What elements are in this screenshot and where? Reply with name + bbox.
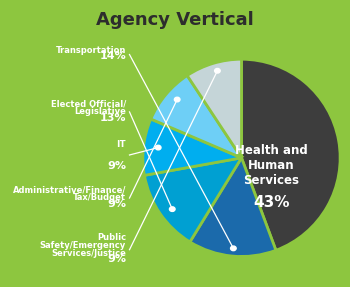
Text: Services/Justice: Services/Justice <box>51 249 126 258</box>
Text: Safety/Emergency: Safety/Emergency <box>40 241 126 250</box>
Text: 9%: 9% <box>107 161 126 171</box>
Text: Administrative/Finance/: Administrative/Finance/ <box>13 185 126 194</box>
Text: 14%: 14% <box>99 51 126 61</box>
Wedge shape <box>145 158 241 242</box>
Text: Tax/Budget: Tax/Budget <box>73 193 126 202</box>
Wedge shape <box>151 75 241 158</box>
Text: Public: Public <box>97 233 126 242</box>
Text: Elected Official/: Elected Official/ <box>51 99 126 108</box>
Wedge shape <box>241 59 340 250</box>
Text: 13%: 13% <box>99 113 126 123</box>
Text: Legislative: Legislative <box>74 107 126 116</box>
Text: Agency Vertical: Agency Vertical <box>96 11 254 30</box>
Wedge shape <box>143 119 241 175</box>
Wedge shape <box>187 59 241 158</box>
Text: IT: IT <box>116 140 126 149</box>
Text: Transportation: Transportation <box>56 46 126 55</box>
Text: 9%: 9% <box>107 199 126 209</box>
Text: 43%: 43% <box>253 195 289 210</box>
Text: 9%: 9% <box>107 255 126 264</box>
Wedge shape <box>190 158 276 257</box>
Text: Health and
Human
Services: Health and Human Services <box>235 144 307 187</box>
